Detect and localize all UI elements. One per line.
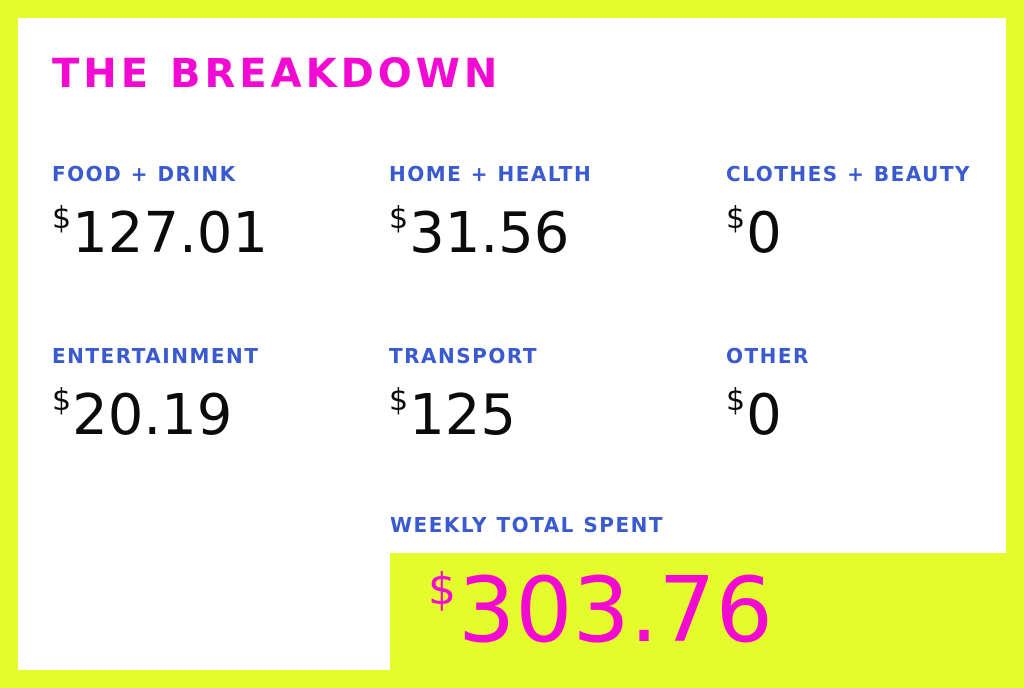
category-amount-transport: $125	[389, 386, 516, 444]
amount-value: 127.01	[72, 201, 269, 266]
currency-symbol: $	[52, 383, 72, 418]
amount-value: 0	[746, 201, 782, 266]
category-amount-entertainment: $20.19	[52, 386, 232, 444]
category-amount-home-health: $31.56	[389, 204, 569, 262]
category-label-transport: TRANSPORT	[389, 344, 538, 368]
currency-symbol: $	[52, 201, 72, 236]
category-label-clothes-beauty: CLOTHES + BEAUTY	[726, 162, 971, 186]
category-label-home-health: HOME + HEALTH	[389, 162, 593, 186]
total-amount-value: 303.76	[458, 558, 773, 663]
page-title: THE BREAKDOWN	[52, 51, 502, 97]
total-highlight-block	[390, 553, 1024, 688]
currency-symbol: $	[726, 383, 746, 418]
amount-value: 125	[409, 383, 516, 448]
category-amount-clothes-beauty: $0	[726, 204, 782, 262]
total-label: WEEKLY TOTAL SPENT	[390, 513, 664, 537]
total-amount: $303.76	[428, 566, 773, 656]
currency-symbol: $	[389, 383, 409, 418]
amount-value: 31.56	[409, 201, 570, 266]
category-label-food-drink: FOOD + DRINK	[52, 162, 237, 186]
currency-symbol: $	[389, 201, 409, 236]
currency-symbol: $	[428, 564, 456, 615]
amount-value: 20.19	[72, 383, 233, 448]
category-amount-other: $0	[726, 386, 782, 444]
category-label-other: OTHER	[726, 344, 810, 368]
category-label-entertainment: ENTERTAINMENT	[52, 344, 260, 368]
currency-symbol: $	[726, 201, 746, 236]
category-amount-food-drink: $127.01	[52, 204, 268, 262]
amount-value: 0	[746, 383, 782, 448]
